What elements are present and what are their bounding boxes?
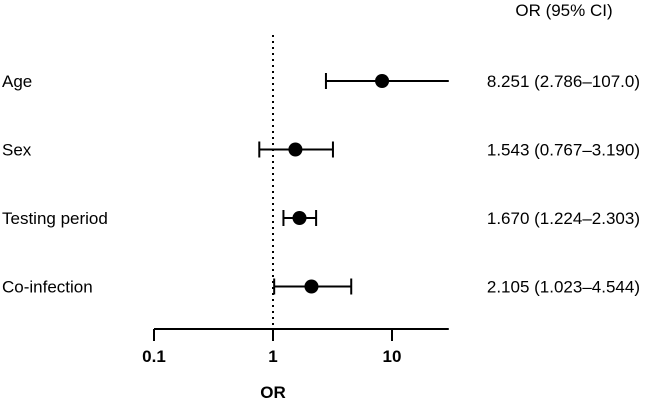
forest-rows: Age 8.251 (2.786–107.0) Sex 1.543 (0.767–3.… xyxy=(2,72,640,297)
or-point xyxy=(292,211,307,225)
x-axis-ticks: 0.1 1 10 xyxy=(142,329,401,366)
x-tick-label: 10 xyxy=(383,347,402,366)
row-label: Co-infection xyxy=(2,278,93,297)
ci-value: 1.543 (0.767–3.190) xyxy=(487,141,640,160)
x-axis-title: OR xyxy=(260,383,286,401)
forest-row: Testing period 1.670 (1.224–2.303) xyxy=(2,209,640,228)
forest-row: Sex 1.543 (0.767–3.190) xyxy=(2,141,640,160)
or-point xyxy=(288,142,303,157)
x-tick-label: 1 xyxy=(268,347,277,366)
or-point xyxy=(304,279,319,294)
ci-header: OR (95% CI) xyxy=(515,1,612,20)
ci-value: 8.251 (2.786–107.0) xyxy=(487,72,640,91)
row-label: Sex xyxy=(2,141,32,160)
ci-value: 1.670 (1.224–2.303) xyxy=(487,209,640,228)
ci-value: 2.105 (1.023–4.544) xyxy=(487,278,640,297)
or-point xyxy=(375,74,390,88)
row-label: Testing period xyxy=(2,209,108,228)
row-label: Age xyxy=(2,72,32,91)
forest-row: Age 8.251 (2.786–107.0) xyxy=(2,72,640,91)
forest-row: Co-infection 2.105 (1.023–4.544) xyxy=(2,278,640,297)
x-tick-label: 0.1 xyxy=(142,347,166,366)
